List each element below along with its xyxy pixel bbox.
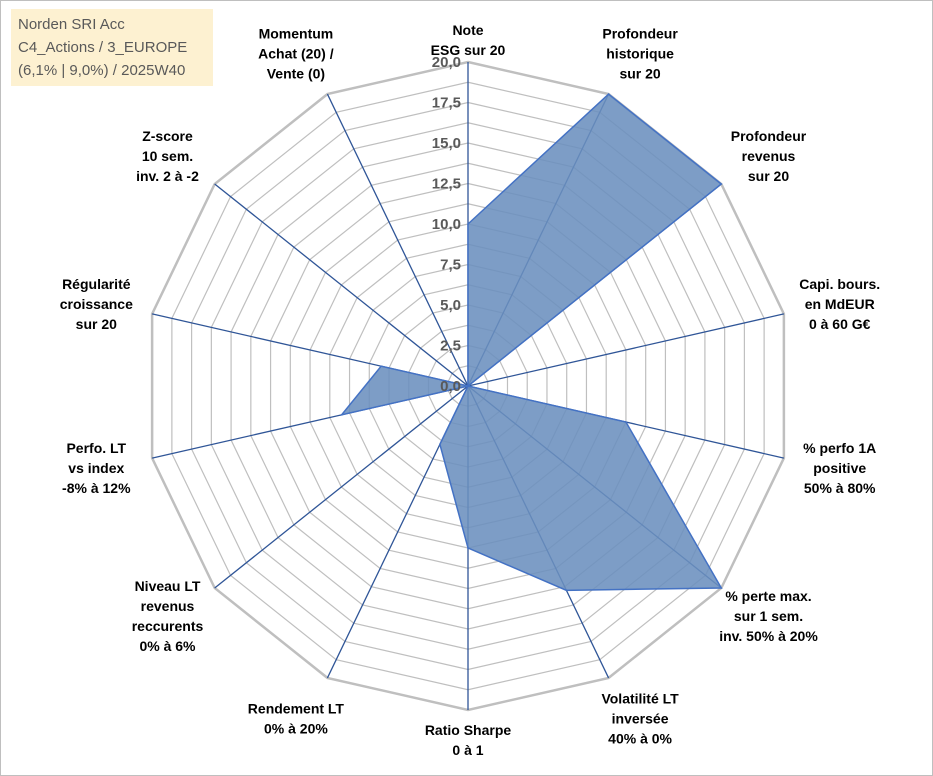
- tick-label: 20,0: [432, 54, 461, 71]
- fund-name: Norden SRI Acc: [18, 16, 125, 33]
- axis-spoke: [214, 183, 469, 387]
- axis-label-line: vs index: [68, 460, 124, 476]
- series-polygon: [339, 93, 723, 592]
- data-point: [720, 183, 723, 185]
- axis-label-line: 0% à 20%: [264, 721, 328, 737]
- axis-label-line: revenus: [141, 598, 195, 614]
- axis-spoke: [326, 93, 469, 387]
- axis-label: Note ESG sur 20: [431, 22, 506, 58]
- axis-label-line: Vente (0): [267, 66, 325, 82]
- axis-label: Perfo. LT vs index -8% à 12%: [62, 440, 131, 496]
- axis-label-line: Perfo. LT: [66, 440, 126, 456]
- axis-label: Z-score 10 sem. inv. 2 à -2: [136, 128, 199, 184]
- data-point: [439, 443, 441, 446]
- axis-label-line: Achat (20) /: [258, 46, 334, 62]
- tick-label: 5,0: [440, 297, 461, 314]
- axis-label: Volatilité LT inversée 40% à 0%: [601, 691, 679, 747]
- tick-label: 7,5: [440, 257, 461, 274]
- axis-spoke: [214, 385, 469, 589]
- axis-label: Profondeur revenus sur 20: [731, 128, 807, 184]
- tick-label: 10,0: [432, 216, 461, 233]
- axis-label: % perfo 1A positive 50% à 80%: [803, 440, 876, 496]
- radar-axis-labels: Note ESG sur 20 Profondeur historique sur 20…: [60, 22, 880, 758]
- axis-label-line: Rendement LT: [248, 701, 345, 717]
- axis-label-line: Profondeur: [731, 128, 807, 144]
- axis-label: Ratio Sharpe 0 à 1: [425, 722, 512, 758]
- axis-label-line: revenus: [742, 148, 796, 164]
- data-point: [340, 414, 343, 416]
- data-point: [625, 421, 627, 423]
- axis-label-line: -8% à 12%: [62, 480, 131, 496]
- axis-label-line: 50% à 80%: [804, 480, 876, 496]
- axis-label-line: 10 sem.: [142, 148, 193, 164]
- data-point: [380, 365, 382, 367]
- axis-label: Niveau LT revenus reccurents 0% à 6%: [132, 578, 204, 654]
- axis-label-line: ESG sur 20: [431, 42, 506, 58]
- axis-label-line: 0% à 6%: [139, 638, 196, 654]
- axis-label-line: sur 20: [748, 168, 789, 184]
- info-box: Norden SRI Acc C4_Actions / 3_EUROPE (6,…: [11, 9, 213, 86]
- axis-label-line: Niveau LT: [135, 578, 201, 594]
- axis-label-line: Profondeur: [602, 26, 678, 42]
- axis-label-line: Ratio Sharpe: [425, 722, 512, 738]
- axis-label-line: Volatilité LT: [601, 691, 679, 707]
- axis-label-line: en MdEUR: [805, 296, 875, 312]
- axis-label: Momentum Achat (20) / Vente (0): [258, 26, 334, 82]
- fund-stats: (6,1% | 9,0%) / 2025W40: [18, 62, 186, 79]
- axis-label-line: reccurents: [132, 618, 204, 634]
- axis-label: Rendement LT 0% à 20%: [248, 701, 345, 737]
- axis-label-line: positive: [813, 460, 866, 476]
- tick-label: 2,5: [440, 338, 461, 355]
- tick-label: 12,5: [432, 176, 461, 193]
- axis-label-line: 0 à 60 G€: [809, 316, 871, 332]
- axis-label-line: 0 à 1: [452, 742, 483, 758]
- fund-category: C4_Actions / 3_EUROPE: [18, 39, 188, 56]
- axis-label: % perte max. sur 1 sem. inv. 50% à 20%: [719, 588, 818, 644]
- axis-label-line: sur 20: [76, 316, 117, 332]
- tick-label: 15,0: [432, 135, 461, 152]
- data-point: [467, 547, 469, 549]
- axis-label-line: Note: [452, 22, 483, 38]
- data-point: [720, 587, 723, 589]
- axis-label-line: croissance: [60, 296, 133, 312]
- tick-label: 17,5: [432, 95, 461, 112]
- radar-tick-labels: 0,0 2,5 5,0 7,5 10,0 12,5 15,0 17,5 20,0: [432, 54, 461, 395]
- tick-label: 0,0: [440, 378, 461, 395]
- axis-label-line: Capi. bours.: [799, 276, 880, 292]
- axis-label-line: inv. 50% à 20%: [719, 628, 818, 644]
- data-point: [467, 385, 469, 387]
- radar-series: [339, 93, 723, 592]
- axis-label-line: % perte max.: [725, 588, 811, 604]
- axis-label-line: sur 1 sem.: [734, 608, 803, 624]
- data-point: [467, 223, 469, 225]
- axis-label-line: sur 20: [619, 66, 660, 82]
- axis-label: Régularité croissance sur 20: [60, 276, 133, 332]
- axis-label: Capi. bours. en MdEUR 0 à 60 G€: [799, 276, 880, 332]
- data-point: [607, 93, 610, 95]
- data-point: [565, 589, 568, 592]
- axis-label-line: inversée: [612, 711, 669, 727]
- axis-label-line: inv. 2 à -2: [136, 168, 199, 184]
- axis-label-line: Momentum: [259, 26, 334, 42]
- axis-label-line: 40% à 0%: [608, 731, 672, 747]
- axis-label-line: % perfo 1A: [803, 440, 876, 456]
- axis-label-line: Régularité: [62, 276, 131, 292]
- axis-label: Profondeur historique sur 20: [602, 26, 678, 82]
- axis-spoke: [467, 313, 785, 387]
- axis-label-line: Z-score: [142, 128, 193, 144]
- axis-label-line: historique: [606, 46, 674, 62]
